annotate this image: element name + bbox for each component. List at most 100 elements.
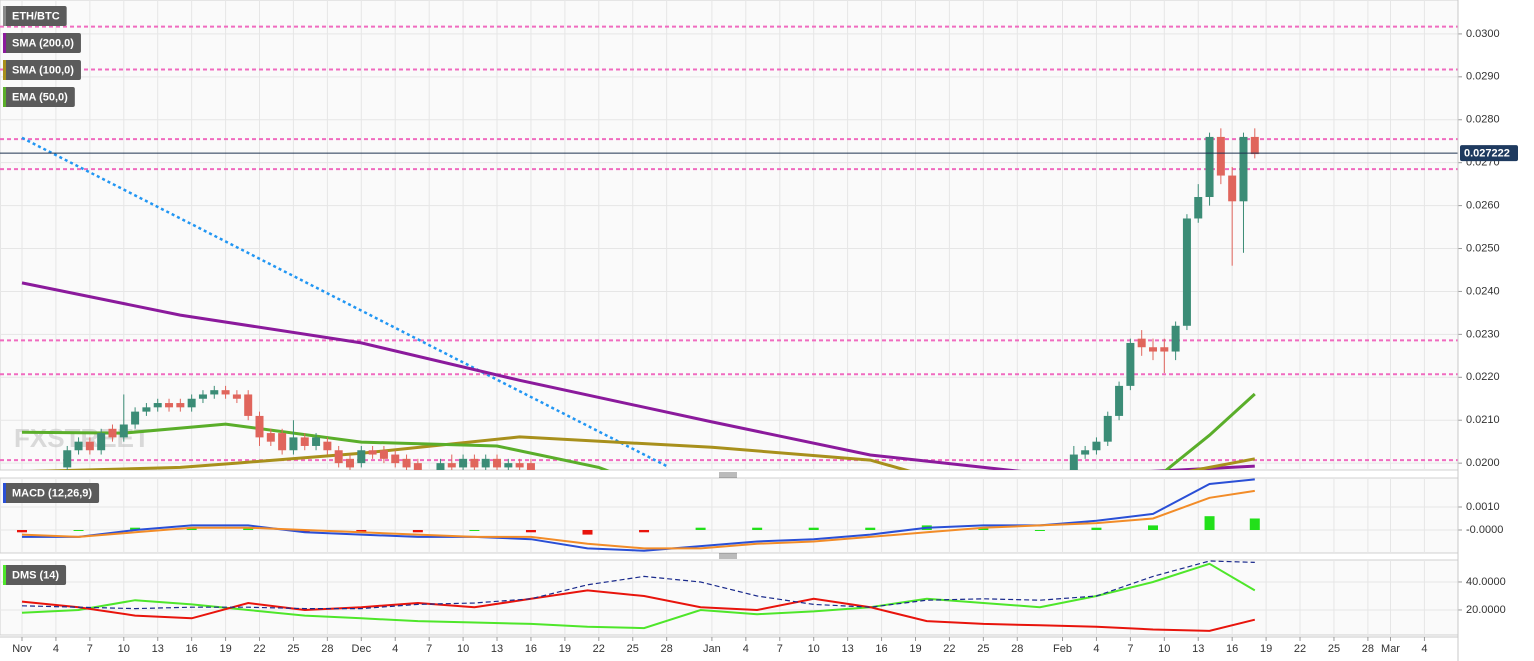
- x-tick-label: 4: [1093, 643, 1099, 655]
- y-tick-label: 0.0200: [1466, 457, 1500, 469]
- candle-body: [74, 441, 83, 451]
- x-tick-label: 7: [777, 643, 783, 655]
- moving-average: [21, 392, 1256, 470]
- x-tick-label: 4: [392, 643, 398, 655]
- x-tick-label: 28: [1011, 643, 1023, 655]
- x-tick-label: 16: [186, 643, 198, 655]
- candle-body: [85, 441, 94, 451]
- legend-badge: [3, 6, 67, 26]
- x-tick-label: 19: [559, 643, 571, 655]
- x-tick-label: 10: [1158, 643, 1170, 655]
- y-tick-label: 0.0230: [1466, 328, 1500, 340]
- trendline: [21, 136, 668, 468]
- x-tick-label: 19: [219, 643, 231, 655]
- candle-body: [368, 450, 377, 455]
- x-tick-label: 13: [842, 643, 854, 655]
- histogram-bar: [1249, 518, 1260, 530]
- candle-body: [402, 458, 411, 468]
- moving-average: [21, 281, 1255, 470]
- x-tick-label: 7: [1127, 643, 1133, 655]
- candle-body: [221, 390, 230, 395]
- legend-label: EMA (50,0): [12, 91, 68, 103]
- panel-grips: [719, 472, 737, 559]
- legend-badge: [3, 33, 81, 53]
- x-tick-label: 10: [808, 643, 820, 655]
- legend: ETH/BTC SMA (200,0) SMA (100,0) EMA (50,0): [3, 6, 81, 107]
- x-tick-label: 28: [661, 643, 673, 655]
- candle-body: [187, 398, 196, 408]
- y-tick-label: 0.0220: [1466, 371, 1500, 383]
- x-tick-label: 16: [525, 643, 537, 655]
- candle-body: [165, 403, 174, 408]
- legend-label: DMS (14): [12, 569, 59, 581]
- legend-stripe: [3, 60, 6, 80]
- candle-body: [131, 411, 140, 425]
- candle-body: [119, 424, 128, 438]
- histogram-bar: [186, 527, 197, 530]
- moving-average: [29, 435, 1256, 470]
- x-tick-label: 28: [1362, 643, 1374, 655]
- x-tick-label: 4: [743, 643, 749, 655]
- last-price-tag: [1460, 145, 1518, 162]
- legend-badge: [3, 60, 81, 80]
- candle-body: [1171, 325, 1180, 352]
- candle-body: [63, 450, 72, 468]
- candle-body: [266, 433, 275, 442]
- candle-body: [289, 437, 298, 451]
- candle-body: [210, 390, 219, 395]
- candle-body: [278, 433, 287, 451]
- x-tick-label: 25: [287, 643, 299, 655]
- candle-body: [1149, 347, 1157, 352]
- last-price-label: 0.027222: [1464, 148, 1510, 160]
- y-tick-label: 0.0300: [1466, 28, 1500, 40]
- x-tick-label: 13: [152, 643, 164, 655]
- histogram-bar: [356, 529, 367, 533]
- legend-stripe: [3, 483, 6, 503]
- candle-body: [470, 458, 479, 468]
- histogram-bar: [130, 527, 141, 530]
- histogram-bar: [525, 529, 536, 533]
- grid: [0, 478, 1458, 553]
- candle-body: [108, 428, 117, 438]
- histogram-bar: [695, 527, 706, 530]
- legend-stripe: [3, 33, 6, 53]
- candle-body: [391, 454, 400, 464]
- x-tick-label: 7: [426, 643, 432, 655]
- legend-badge: [3, 565, 67, 585]
- candle-body: [323, 441, 332, 451]
- indicator-line: [21, 560, 1255, 610]
- x-tick-label: 10: [118, 643, 130, 655]
- candle-body: [255, 415, 264, 438]
- panel-marks: [17, 478, 1260, 552]
- candle-body: [1115, 385, 1124, 416]
- candle-body: [1216, 136, 1225, 176]
- histogram-bar: [469, 529, 480, 531]
- x-tick-label: Feb: [1053, 643, 1072, 655]
- candle-body: [447, 463, 456, 468]
- histogram-bar: [865, 527, 876, 530]
- candle-body: [493, 458, 502, 468]
- y-tick-label: 0.0290: [1466, 71, 1500, 83]
- histogram-bar: [808, 527, 819, 530]
- x-tick-label: Jan: [703, 643, 721, 655]
- x-tick-label: 13: [491, 643, 503, 655]
- histogram-bar: [243, 527, 254, 530]
- legend-label: SMA (100,0): [12, 64, 74, 76]
- candle-body: [1160, 347, 1169, 352]
- x-tick-label: Dec: [352, 643, 372, 655]
- histogram-bar: [582, 529, 593, 535]
- candle-body: [504, 463, 513, 468]
- x-tick-label: 28: [321, 643, 333, 655]
- x-tick-label: Mar: [1381, 643, 1400, 655]
- candle-body: [481, 458, 490, 468]
- legend-label: SMA (200,0): [12, 37, 74, 49]
- candle-body: [97, 433, 106, 451]
- candle-body: [1103, 415, 1112, 442]
- candle-body: [357, 450, 366, 464]
- candle-body: [526, 463, 535, 470]
- histogram-bar: [1204, 516, 1215, 530]
- grid: [0, 560, 1458, 635]
- x-tick-label: 16: [875, 643, 887, 655]
- legend-stripe: [3, 565, 6, 585]
- histogram-bar: [1034, 529, 1045, 531]
